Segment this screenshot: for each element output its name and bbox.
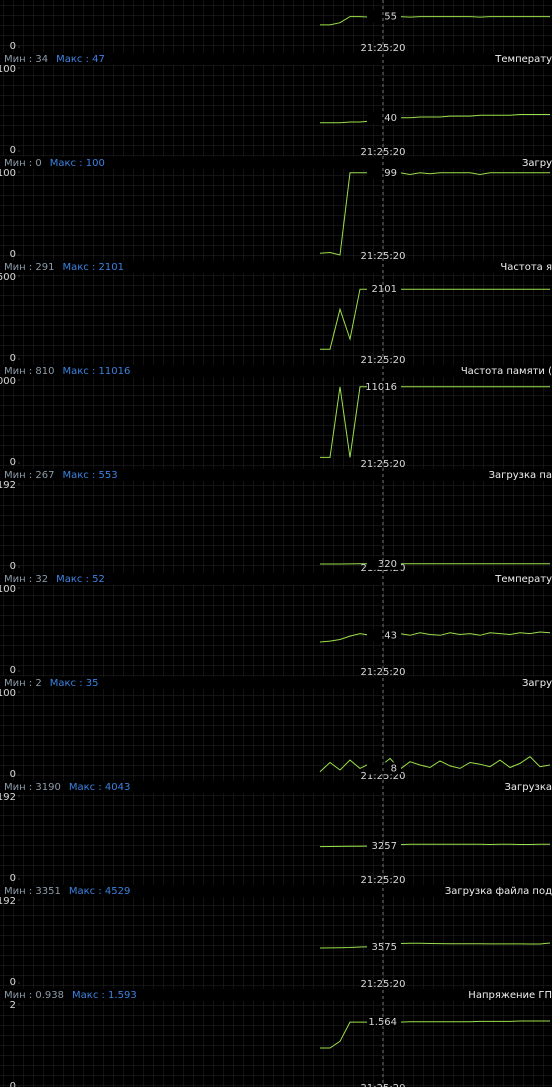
- y-tick-label: 2: [10, 1000, 16, 1011]
- current-value: 3257: [372, 841, 397, 852]
- current-value: 40: [384, 113, 397, 124]
- value-box: [367, 1016, 401, 1029]
- history-line: [320, 288, 550, 350]
- panel-title: Частота памяти (: [461, 366, 552, 377]
- y-tick-label: 192: [0, 792, 16, 803]
- max-label: Макс : 1.593: [72, 990, 137, 1001]
- header-bar: [0, 157, 552, 169]
- value-box: [367, 629, 401, 642]
- y-tick-label: 100: [0, 688, 16, 699]
- time-label: 21:25:20: [361, 251, 406, 262]
- value-box: [367, 283, 401, 296]
- min-label: Мин : 32: [4, 574, 48, 585]
- min-label: Мин : 2: [4, 678, 42, 689]
- min-label: Мин : 34: [4, 54, 48, 65]
- panel-title: Загрузка файла под: [445, 886, 552, 897]
- min-label: Мин : 3351: [4, 886, 61, 897]
- history-line: [320, 386, 550, 458]
- y-tick-label: 0: [10, 145, 16, 156]
- max-label: Макс : 52: [56, 574, 105, 585]
- current-value: 2101: [372, 284, 397, 295]
- y-tick-label: 0: [10, 41, 16, 52]
- current-value: 320: [378, 559, 397, 570]
- y-tick-label: 0: [10, 873, 16, 884]
- value-box: [367, 557, 401, 570]
- header-bar: [0, 677, 552, 689]
- history-line: [319, 631, 551, 643]
- y-tick-label: 0: [10, 561, 16, 572]
- y-tick-label: 0: [10, 457, 16, 468]
- time-label: 21:25:20: [361, 875, 406, 886]
- current-value: 11016: [365, 382, 397, 393]
- y-tick-label: 100: [0, 584, 16, 595]
- y-tick-label: 0: [10, 249, 16, 260]
- current-value: 55: [384, 12, 397, 23]
- value-box: [367, 762, 401, 775]
- max-label: Макс : 47: [56, 54, 105, 65]
- header-bar: [0, 885, 552, 897]
- max-label: Макс : 35: [50, 678, 99, 689]
- max-label: Макс : 100: [50, 158, 105, 169]
- max-label: Макс : 4529: [69, 886, 130, 897]
- time-label: 21:25:20: [361, 1083, 406, 1087]
- current-value: 99: [384, 168, 397, 179]
- history-line: [320, 1020, 550, 1049]
- panel-title: Загру: [522, 678, 552, 689]
- panel-title: Напряжение ГП: [468, 990, 552, 1001]
- max-label: Макс : 2101: [62, 262, 123, 273]
- min-label: Мин : 810: [4, 366, 54, 377]
- history-line: [320, 16, 550, 26]
- history-line: [319, 756, 551, 773]
- y-tick-label: 000: [0, 376, 16, 387]
- value-box: [367, 166, 401, 179]
- y-tick-label: 192: [0, 896, 16, 907]
- min-label: Мин : 3190: [4, 782, 61, 793]
- min-label: Мин : 0.938: [4, 990, 64, 1001]
- max-label: Макс : 4043: [69, 782, 130, 793]
- panel-title: Загрузка: [504, 782, 552, 793]
- history-line: [319, 843, 550, 848]
- min-label: Мин : 267: [4, 470, 54, 481]
- y-tick-label: 100: [0, 64, 16, 75]
- value-box: [367, 10, 401, 23]
- y-tick-label: 0: [10, 665, 16, 676]
- panel-title: Температу: [494, 54, 552, 65]
- header-bar: [0, 989, 552, 1001]
- current-value: 43: [384, 630, 397, 641]
- y-tick-label: 0: [10, 769, 16, 780]
- y-tick-label: 0: [10, 977, 16, 988]
- header-bar: [0, 53, 552, 65]
- current-value: 8: [391, 763, 397, 774]
- panel-title: Частота я: [500, 262, 552, 273]
- header-bar: [0, 573, 552, 585]
- y-tick-label: 0: [10, 1081, 16, 1087]
- history-line: [320, 114, 550, 124]
- value-box: [367, 940, 401, 953]
- value-box: [367, 380, 401, 393]
- history-line: [319, 172, 550, 256]
- max-label: Макс : 11016: [62, 366, 130, 377]
- panel-title: Температу: [494, 574, 552, 585]
- current-value: 3575: [372, 942, 397, 953]
- panel-title: Загру: [522, 158, 552, 169]
- value-box: [367, 111, 401, 124]
- header-bar: [0, 469, 552, 481]
- y-tick-label: 0: [10, 353, 16, 364]
- header-bar: [0, 365, 552, 377]
- header-bar: [0, 261, 552, 273]
- history-line: [319, 942, 551, 949]
- y-tick-label: 192: [0, 480, 16, 491]
- min-label: Мин : 291: [4, 262, 54, 273]
- max-label: Макс : 553: [62, 470, 117, 481]
- header-bar: [0, 781, 552, 793]
- panel-title: Загрузка па: [489, 470, 552, 481]
- value-box: [367, 840, 401, 853]
- y-tick-label: 500: [0, 272, 16, 283]
- y-tick-label: 100: [0, 168, 16, 179]
- min-label: Мин : 0: [4, 158, 42, 169]
